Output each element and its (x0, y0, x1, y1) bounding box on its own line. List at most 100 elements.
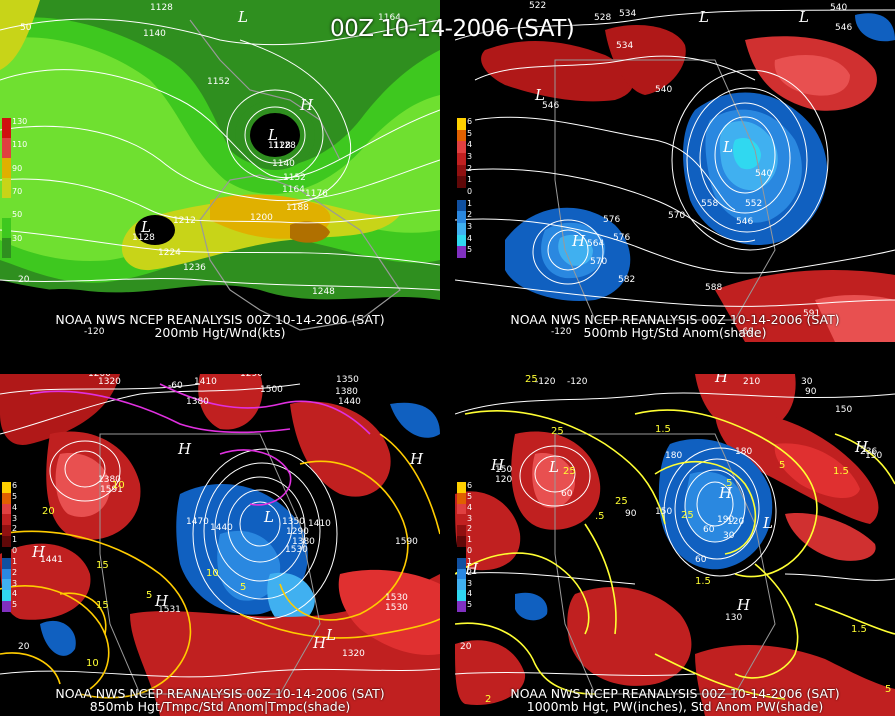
legend-850mb (2, 482, 11, 612)
height-contour-label: 1441 (40, 555, 63, 565)
legend-value: 30 (12, 233, 23, 243)
height-contour-label: 564 (587, 239, 604, 249)
height-contour-label: -120 (567, 377, 588, 387)
height-contour-label: 1350 (336, 375, 359, 385)
height-contour-label: 130 (725, 613, 742, 623)
yellow-contour-label: 25 (563, 466, 576, 477)
legend-value: 1 (12, 556, 18, 566)
height-contour-label: 60 (695, 555, 707, 565)
page-title: 00Z 10-14-2006 (SAT) (330, 16, 575, 42)
height-contour-label: 1128 (132, 233, 155, 243)
height-contour-label: 190 (717, 515, 734, 525)
legend-value: 0 (467, 546, 473, 555)
grid-label: 20 (18, 275, 30, 285)
yellow-contour-label: 15 (96, 600, 109, 611)
height-contour-label: 1530 (385, 593, 408, 603)
panel-1000mb: -120 210 180 30 90 150 150 120 60 90 180 190 60 30 120… (455, 374, 895, 716)
legend-value: 3 (467, 578, 473, 588)
low-pressure-marker: L (798, 8, 809, 26)
map-200mb (0, 0, 440, 342)
panel-850mb: 1200 1290 1320 1410 1500 1350 1380 1440 1380 1470… (0, 374, 440, 716)
legend-value: 1 (467, 535, 473, 545)
map-850mb (0, 374, 440, 716)
legend-value: 1 (467, 198, 473, 208)
height-contour-label: 546 (542, 101, 559, 111)
yellow-contour-label: 5 (146, 590, 152, 601)
caption-200mb-source: NOAA NWS NCEP REANALYSIS 00Z 10-14-2006 … (55, 312, 385, 327)
height-contour-label: 1248 (312, 287, 335, 297)
height-contour-label: 90 (625, 509, 637, 519)
height-contour-label: 528 (594, 13, 611, 23)
height-contour-label: 150 (835, 405, 852, 415)
legend-value: 4 (467, 140, 473, 150)
legend-value: 6 (12, 481, 18, 490)
height-contour-label: 1212 (173, 216, 196, 226)
height-contour-label: 1380 (98, 475, 121, 485)
height-contour-label: 30 (723, 531, 735, 541)
height-contour-label: 1380 (292, 537, 315, 547)
height-contour-label: 588 (705, 283, 722, 293)
caption-850mb-field: 850mb Hgt/Tmpc/Std Anom|Tmpc(shade) (89, 699, 351, 714)
high-pressure-marker: H (177, 440, 192, 458)
legend-value: 3 (467, 513, 473, 523)
height-contour-label: 534 (616, 41, 633, 51)
legend-value: 4 (12, 502, 18, 512)
yellow-contour-label: 25 (551, 426, 564, 437)
high-pressure-marker: H (490, 456, 505, 474)
low-pressure-marker: L (140, 218, 151, 236)
height-contour-label: 90 (805, 387, 817, 397)
map-1000mb (455, 374, 895, 716)
height-contour-label: 546 (835, 23, 852, 33)
low-pressure-marker: L (548, 458, 559, 476)
yellow-contour-label: 5 (779, 460, 785, 471)
height-contour-label: 1164 (282, 185, 305, 195)
height-contour-label: 540 (655, 85, 672, 95)
yellow-contour-label: 5 (240, 582, 246, 593)
yellow-contour-label: 25 (615, 496, 628, 507)
high-pressure-marker: H (571, 232, 586, 250)
height-contour-label: 522 (529, 1, 546, 11)
height-contour-label: 576 (613, 233, 630, 243)
height-contour-label: 60 (703, 525, 715, 535)
caption-1000mb-field: 1000mb Hgt, PW(inches), Std Anom PW(shad… (526, 699, 824, 714)
grid-label: 20 (460, 642, 472, 652)
legend-value: 0 (12, 546, 18, 555)
legend-value: 3 (467, 152, 473, 161)
height-contour-label: 1152 (283, 173, 306, 183)
height-contour-label: 1224 (158, 248, 181, 258)
high-pressure-marker: H (31, 543, 46, 561)
contour-labels-500mb: 522 528 534 534 540 546 540 546 576 558 546 552 540 5… (529, 1, 852, 337)
legend-value: 4 (12, 589, 18, 599)
height-contour-label: 546 (736, 217, 753, 227)
low-pressure-marker: L (762, 514, 773, 532)
legend-value: 2 (12, 567, 18, 577)
grid-label: -60 (739, 327, 754, 337)
legend-value: 4 (467, 502, 473, 512)
yellow-contour-label: 25 (681, 510, 694, 521)
height-contour-label: 1128 (150, 3, 173, 13)
height-contour-label: 570 (590, 257, 607, 267)
grid-label: -60 (168, 381, 183, 391)
high-pressure-marker: H (718, 484, 733, 502)
height-contour-label: 1410 (194, 377, 217, 387)
height-contour-label: 1290 (286, 527, 309, 537)
yellow-contour-label: 25 (525, 374, 538, 385)
legend-1000mb (457, 482, 466, 612)
high-pressure-marker: H (464, 560, 479, 578)
legend-value: 90 (12, 163, 23, 173)
low-pressure-marker: L (534, 86, 545, 104)
height-contour-label: 1152 (207, 77, 230, 87)
yellow-contour-label: 1.5 (695, 576, 711, 587)
legend-value: 3 (467, 222, 473, 231)
legend-value: 3 (12, 513, 18, 523)
height-contour-label: 1410 (308, 519, 331, 529)
legend-value: 5 (467, 491, 473, 501)
height-contour-label: 1164 (378, 13, 401, 23)
height-contour-label: 1188 (286, 203, 309, 213)
height-contour-label: 591 (803, 309, 820, 319)
yellow-contour-label: 15 (96, 560, 109, 571)
yellow-contour-label: 1.5 (655, 424, 671, 435)
legend-value: 5 (467, 600, 473, 610)
height-contour-label: 30 (801, 377, 813, 387)
